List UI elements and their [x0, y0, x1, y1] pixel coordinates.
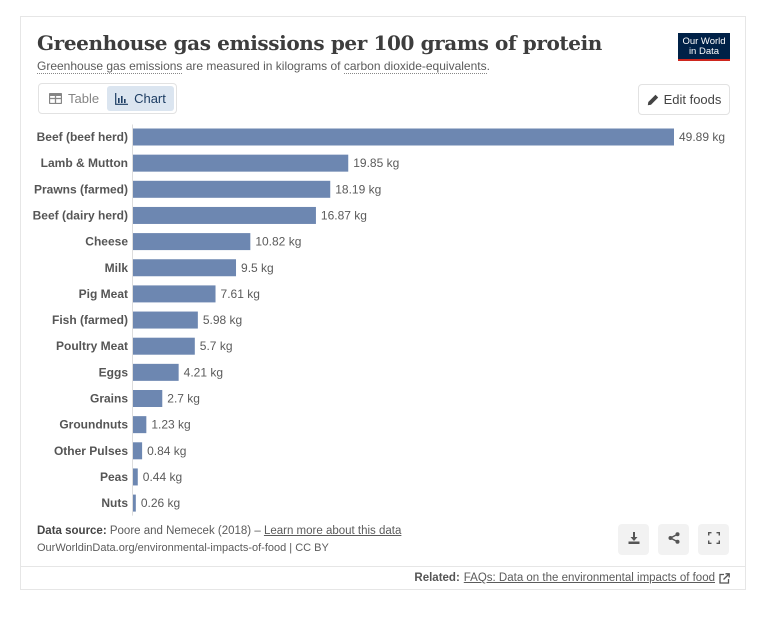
value-label: 7.61 kg	[221, 287, 260, 301]
related-links: Related: FAQs: Data on the environmental…	[414, 572, 730, 584]
footer-divider	[21, 566, 745, 567]
value-label: 1.23 kg	[151, 418, 190, 432]
bar-row[interactable]: Cheese 10.82 kg	[85, 233, 301, 251]
bar-row[interactable]: Eggs 4.21 kg	[99, 363, 223, 381]
bar-row[interactable]: Beef (dairy herd) 16.87 kg	[33, 206, 367, 224]
category-label: Lamb & Mutton	[41, 156, 128, 170]
category-label: Grains	[90, 392, 128, 406]
category-label: Poultry Meat	[56, 339, 128, 353]
value-label: 9.5 kg	[241, 261, 274, 275]
bar[interactable]	[133, 311, 198, 329]
bar[interactable]	[133, 416, 147, 434]
category-label: Other Pulses	[54, 444, 128, 458]
related-label: Related:	[414, 572, 460, 584]
value-label: 4.21 kg	[184, 365, 223, 379]
value-label: 18.19 kg	[335, 182, 381, 196]
data-source: Data source: Poore and Nemecek (2018) – …	[37, 525, 401, 537]
bar[interactable]	[133, 285, 216, 303]
category-label: Groundnuts	[59, 418, 128, 432]
value-label: 10.82 kg	[255, 235, 301, 249]
value-label: 5.7 kg	[200, 339, 233, 353]
bar-row[interactable]: Groundnuts 1.23 kg	[59, 416, 191, 434]
category-label: Eggs	[99, 365, 129, 379]
bar[interactable]	[133, 390, 163, 407]
category-label: Nuts	[101, 496, 128, 510]
category-label: Beef (beef herd)	[37, 130, 128, 144]
bar-row[interactable]: Other Pulses 0.84 kg	[54, 442, 187, 460]
bar-row[interactable]: Fish (farmed) 5.98 kg	[52, 311, 242, 329]
bar-row[interactable]: Prawns (farmed) 18.19 kg	[34, 180, 381, 198]
download-button[interactable]	[618, 524, 649, 555]
pencil-icon	[647, 94, 659, 106]
subtitle-text: are measured in kilograms of	[182, 59, 344, 73]
value-label: 19.85 kg	[353, 156, 399, 170]
value-label: 0.44 kg	[143, 470, 182, 484]
logo-line-2: in Data	[688, 46, 720, 57]
bar-row[interactable]: Beef (beef herd) 49.89 kg	[37, 128, 725, 146]
bar-row[interactable]: Grains 2.7 kg	[90, 390, 200, 407]
bar-row[interactable]: Milk 9.5 kg	[105, 259, 274, 277]
value-label: 0.84 kg	[147, 444, 186, 458]
subtitle-end: .	[486, 59, 490, 73]
tab-table-label: Table	[68, 91, 100, 106]
source-text: Poore and Nemecek (2018) –	[106, 525, 264, 537]
bar[interactable]	[133, 468, 138, 486]
bar[interactable]	[133, 494, 136, 512]
bar[interactable]	[133, 233, 251, 251]
source-label: Data source:	[37, 525, 107, 537]
bar-row[interactable]: Poultry Meat 5.7 kg	[56, 337, 233, 355]
bar[interactable]	[133, 128, 674, 146]
view-tabs: Table Chart	[38, 83, 177, 114]
chart-icon	[115, 92, 129, 105]
ghg-emissions-link[interactable]: Greenhouse gas emissions	[37, 59, 183, 74]
bar-row[interactable]: Lamb & Mutton 19.85 kg	[41, 154, 400, 172]
bar[interactable]	[133, 442, 143, 460]
edit-foods-label: Edit foods	[663, 92, 722, 107]
value-label: 16.87 kg	[321, 208, 367, 222]
category-label: Cheese	[85, 235, 128, 249]
learn-more-link[interactable]: Learn more about this data	[263, 525, 402, 537]
tab-chart-label: Chart	[134, 91, 166, 106]
bar-row[interactable]: Nuts 0.26 kg	[101, 494, 180, 512]
edit-foods-button[interactable]: Edit foods	[638, 84, 730, 115]
chart-subtitle: Greenhouse gas emissions are measured in…	[37, 59, 490, 74]
category-label: Peas	[100, 470, 128, 484]
value-label: 2.7 kg	[167, 392, 200, 406]
value-label: 5.98 kg	[203, 313, 242, 327]
bar[interactable]	[133, 154, 349, 172]
fullscreen-button[interactable]	[698, 524, 729, 555]
owid-logo[interactable]: Our World in Data	[678, 33, 730, 61]
fullscreen-icon	[707, 531, 720, 549]
bar[interactable]	[133, 206, 316, 224]
value-label: 0.26 kg	[141, 496, 180, 510]
bar[interactable]	[133, 180, 331, 198]
value-label: 49.89 kg	[679, 130, 725, 144]
source-url: OurWorldinData.org/environmental-impacts…	[37, 542, 329, 554]
bar[interactable]	[133, 259, 237, 277]
chart-card	[20, 16, 746, 590]
share-button[interactable]	[658, 524, 689, 555]
bar[interactable]	[133, 337, 195, 355]
category-label: Beef (dairy herd)	[33, 208, 128, 222]
external-link-icon	[719, 572, 730, 584]
logo-line-1: Our World	[682, 36, 726, 47]
category-label: Fish (farmed)	[52, 313, 128, 327]
category-label: Prawns (farmed)	[34, 182, 128, 196]
bar-chart: Beef (beef herd) 49.89 kg Lamb & Mutton 19.…	[33, 124, 725, 516]
table-icon	[49, 93, 62, 104]
tab-table[interactable]: Table	[41, 86, 107, 111]
category-label: Pig Meat	[79, 287, 128, 301]
bar-row[interactable]: Peas 0.44 kg	[100, 468, 182, 486]
co2-equivalents-link[interactable]: carbon dioxide-equivalents	[343, 59, 487, 74]
related-faq-link[interactable]: FAQs: Data on the environmental impacts …	[463, 572, 715, 584]
category-label: Milk	[105, 261, 129, 275]
bar-row[interactable]: Pig Meat 7.61 kg	[79, 285, 260, 303]
tab-chart[interactable]: Chart	[107, 86, 174, 111]
share-icon	[668, 531, 680, 549]
download-icon	[628, 531, 640, 549]
chart-title: Greenhouse gas emissions per 100 grams o…	[37, 31, 602, 55]
bar[interactable]	[133, 363, 179, 381]
